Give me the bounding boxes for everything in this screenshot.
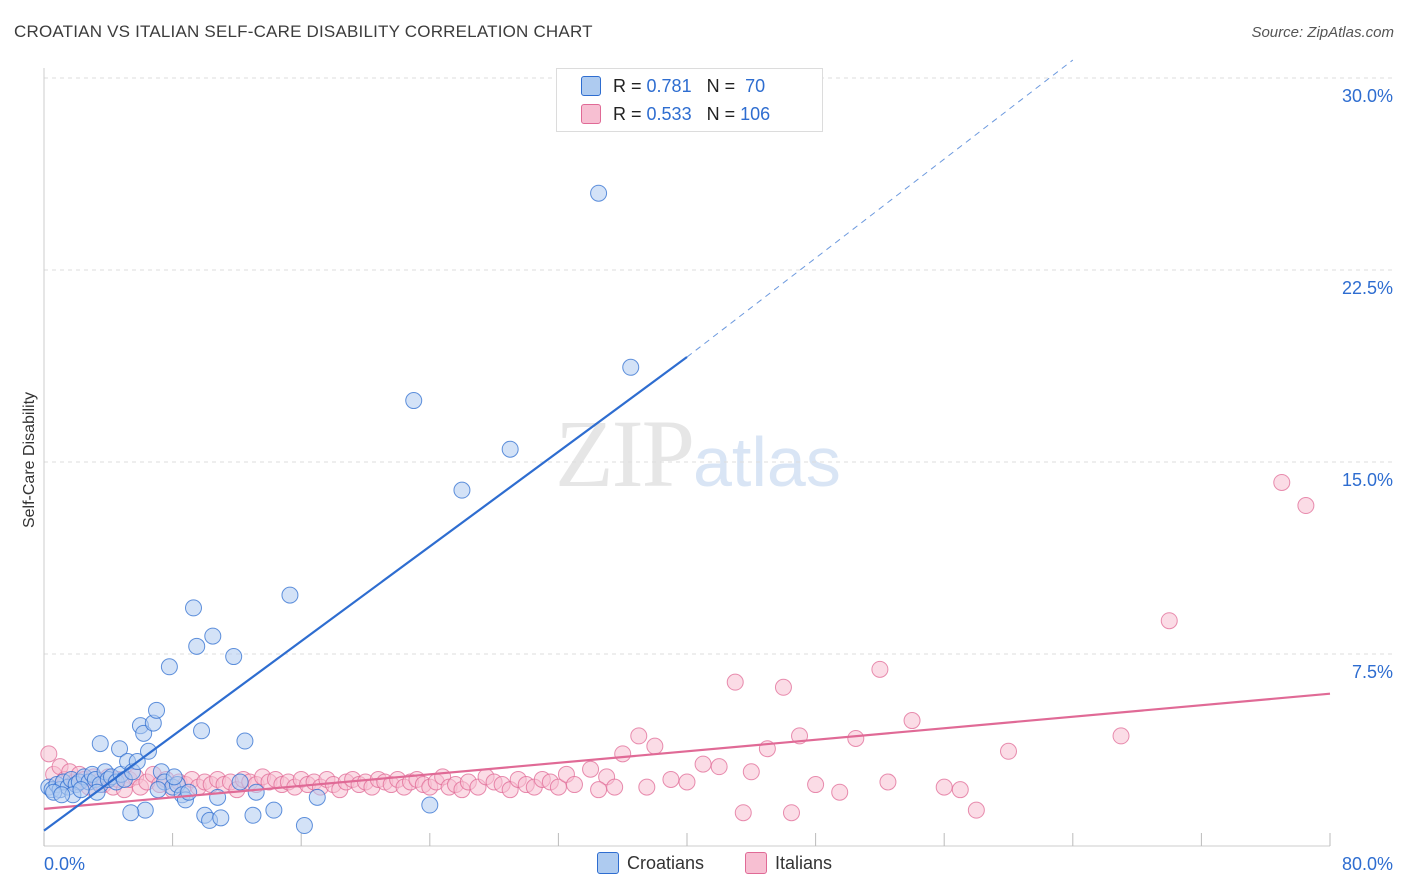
croatians-point-60 bbox=[622, 358, 640, 376]
croatians-point-52 bbox=[281, 586, 299, 604]
croatians-point-43 bbox=[204, 627, 222, 645]
croatians-point-51 bbox=[265, 801, 283, 819]
italians-point-112 bbox=[734, 804, 752, 822]
legend-italians-n-value: 106 bbox=[740, 103, 771, 124]
croatians-point-47 bbox=[231, 773, 249, 791]
legend-italians-r-value: 0.533 bbox=[646, 103, 692, 124]
italians-point-104 bbox=[935, 778, 953, 796]
italians-point-83 bbox=[582, 760, 600, 778]
chart-title: CROATIAN VS ITALIAN SELF-CARE DISABILITY… bbox=[14, 22, 593, 41]
italians-point-91 bbox=[694, 755, 712, 773]
legend-box: R = 0.781 N = 70 R = 0.533 N = 106 bbox=[556, 68, 823, 132]
bottom-legend-croatians-label: Croatians bbox=[627, 852, 705, 873]
bottom-italians-swatch-icon bbox=[745, 852, 767, 874]
watermark-zip: ZIP bbox=[555, 400, 695, 507]
italians-point-103 bbox=[903, 712, 921, 730]
croatians-point-39 bbox=[188, 637, 206, 655]
italians-point-107 bbox=[1000, 742, 1017, 760]
legend-italians-r-label: R = bbox=[613, 103, 642, 124]
croatians-point-67 bbox=[122, 804, 140, 822]
croatians-point-29 bbox=[148, 701, 166, 719]
croatians-point-56 bbox=[421, 796, 439, 814]
italians-point-109 bbox=[1160, 612, 1178, 630]
italians-point-89 bbox=[662, 770, 680, 788]
legend-croatians-n-value: 70 bbox=[745, 75, 766, 96]
italians-point-96 bbox=[774, 678, 792, 696]
y-tick-label-2: 22.5% bbox=[1342, 278, 1393, 298]
source-label: Source: ZipAtlas.com bbox=[1251, 24, 1394, 41]
italians-point-87 bbox=[638, 778, 656, 796]
italians-point-0 bbox=[40, 745, 58, 763]
croatians-point-45 bbox=[212, 809, 230, 827]
croatians-point-53 bbox=[295, 817, 313, 835]
croatians-point-38 bbox=[184, 599, 202, 617]
croatians-point-58 bbox=[501, 440, 519, 458]
bottom-legend-italians-label: Italians bbox=[775, 852, 833, 873]
italians-point-88 bbox=[646, 737, 664, 755]
italians-point-92 bbox=[710, 758, 728, 776]
croatians-swatch-icon bbox=[581, 76, 601, 96]
croatians-point-68 bbox=[165, 768, 183, 786]
italians-point-114 bbox=[590, 781, 608, 799]
italians-point-90 bbox=[678, 773, 696, 791]
italians-point-86 bbox=[630, 727, 648, 745]
y-tick-label-3: 30.0% bbox=[1342, 86, 1393, 106]
x-tick-label-0: 0.0% bbox=[44, 854, 85, 874]
italians-point-113 bbox=[782, 804, 800, 822]
italians-point-115 bbox=[606, 778, 624, 796]
legend-italians-n-label: N = bbox=[706, 103, 736, 124]
italians-point-99 bbox=[831, 783, 849, 801]
italians-point-100 bbox=[847, 729, 865, 747]
bottom-legend-croatians: Croatians bbox=[597, 852, 704, 874]
croatians-point-20 bbox=[91, 735, 109, 753]
croatians-point-54 bbox=[308, 788, 326, 806]
italians-point-106 bbox=[967, 801, 985, 819]
croatians-point-46 bbox=[225, 648, 243, 666]
italians-point-111 bbox=[1297, 497, 1315, 515]
croatians-point-59 bbox=[590, 184, 608, 202]
croatians-point-62 bbox=[72, 781, 90, 799]
croatians-point-40 bbox=[193, 722, 211, 740]
croatians-point-48 bbox=[236, 732, 254, 750]
italians-point-108 bbox=[1112, 727, 1130, 745]
italians-point-85 bbox=[614, 745, 632, 763]
italians-point-82 bbox=[565, 776, 583, 794]
legend-croatians-r-value: 0.781 bbox=[646, 75, 692, 96]
x-tick-label-1: 80.0% bbox=[1342, 854, 1393, 874]
italians-point-102 bbox=[879, 773, 897, 791]
italians-point-98 bbox=[807, 776, 825, 794]
watermark: ZIPatlas bbox=[555, 398, 841, 509]
legend-row-croatians: R = 0.781 N = 70 bbox=[581, 74, 765, 98]
croatians-point-57 bbox=[453, 481, 471, 499]
y-tick-label-1: 15.0% bbox=[1342, 470, 1393, 490]
croatians-point-69 bbox=[149, 781, 167, 799]
legend-croatians-n-label: N = bbox=[706, 75, 736, 96]
croatians-point-32 bbox=[160, 658, 178, 676]
italians-point-94 bbox=[742, 763, 760, 781]
legend-row-italians: R = 0.533 N = 106 bbox=[581, 102, 770, 126]
croatians-point-64 bbox=[53, 786, 71, 804]
croatians-point-21 bbox=[111, 740, 129, 758]
bottom-croatians-swatch-icon bbox=[597, 852, 619, 874]
croatians-point-50 bbox=[247, 783, 265, 801]
italians-trend-line bbox=[43, 692, 1331, 810]
croatians-point-37 bbox=[180, 783, 198, 801]
italians-point-101 bbox=[871, 660, 889, 678]
bottom-legend-italians: Italians bbox=[745, 852, 832, 874]
y-tick-label-0: 7.5% bbox=[1352, 662, 1393, 682]
italians-point-110 bbox=[1273, 473, 1291, 491]
croatians-point-55 bbox=[405, 392, 423, 410]
croatians-point-66 bbox=[136, 801, 154, 819]
italians-point-105 bbox=[951, 781, 969, 799]
croatians-trend-extension bbox=[686, 59, 1074, 358]
croatians-trend-line bbox=[43, 356, 688, 832]
croatians-point-49 bbox=[244, 806, 262, 824]
italians-point-93 bbox=[726, 673, 744, 691]
legend-croatians-r-label: R = bbox=[613, 75, 642, 96]
italians-swatch-icon bbox=[581, 104, 601, 124]
